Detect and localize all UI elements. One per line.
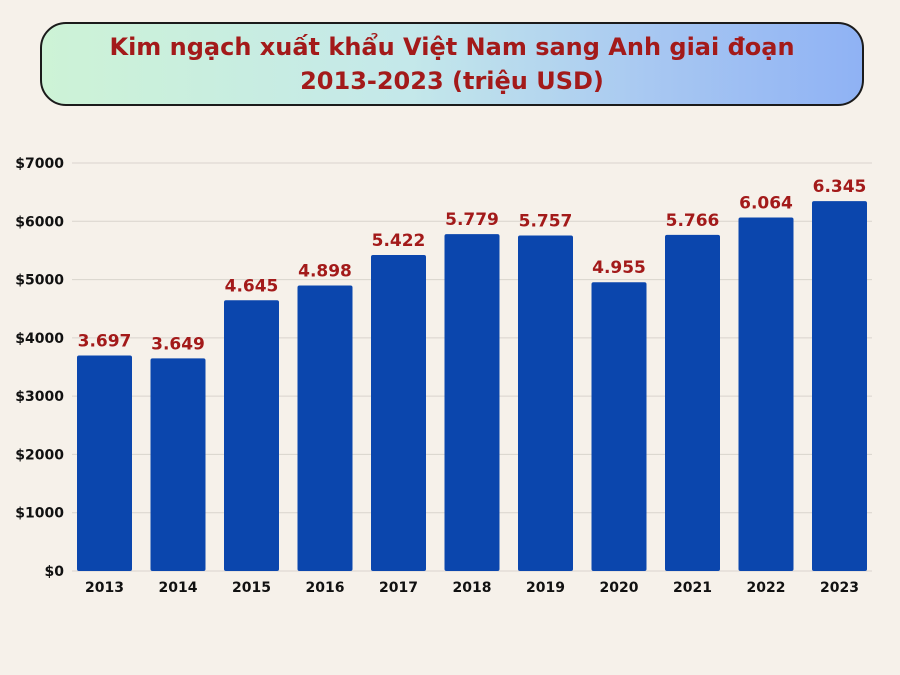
bar-2017	[371, 254, 426, 571]
value-label-2019: 5.757	[519, 211, 573, 231]
x-tick-label-2016: 2016	[306, 580, 345, 596]
bar-2014	[150, 358, 206, 571]
value-label-2022: 6.064	[739, 194, 793, 214]
y-tick-label: $5000	[15, 273, 64, 289]
y-tick-label: $4000	[15, 331, 64, 347]
x-tick-label-2014: 2014	[159, 580, 198, 596]
x-tick-label-2017: 2017	[379, 580, 418, 596]
x-tick-label-2023: 2023	[820, 580, 859, 596]
bar-2013	[77, 355, 132, 571]
bar-2022	[738, 217, 794, 572]
bar-2021	[665, 234, 720, 572]
y-tick-label: $2000	[15, 447, 64, 463]
value-labels: 3.697 3.649 4.645 4.898 5.422 5.779 5.757 4.955…	[78, 177, 867, 354]
chart-title-line-2: 2013-2023 (triệu USD)	[300, 67, 604, 95]
bar-2018	[444, 234, 500, 571]
bar-2016	[297, 285, 353, 571]
value-label-2021: 5.766	[666, 211, 720, 231]
value-label-2023: 6.345	[813, 177, 867, 197]
x-tick-label-2022: 2022	[747, 580, 786, 596]
x-tick-label-2021: 2021	[673, 580, 712, 596]
y-axis-ticks: $0 $1000 $2000 $3000 $4000 $5000 $6000 $7000	[15, 156, 64, 580]
bar-2020	[591, 282, 647, 571]
chart-title-box: Kim ngạch xuất khẩu Việt Nam sang Anh gi…	[40, 22, 864, 106]
bar-2015	[224, 300, 279, 571]
x-tick-label-2020: 2020	[600, 580, 639, 596]
x-tick-label-2018: 2018	[453, 580, 492, 596]
bar-2023	[812, 201, 867, 572]
bar-2019	[518, 235, 573, 571]
value-label-2017: 5.422	[372, 231, 426, 251]
value-label-2013: 3.697	[78, 332, 132, 352]
value-label-2014: 3.649	[151, 334, 205, 354]
y-tick-label: $0	[45, 564, 65, 580]
value-label-2018: 5.779	[445, 210, 499, 230]
x-axis-ticks: 2013 2014 2015 2016 2017 2018 2019 2020 2021 2022…	[85, 580, 859, 596]
value-label-2020: 4.955	[592, 258, 646, 278]
chart-title-line-1: Kim ngạch xuất khẩu Việt Nam sang Anh gi…	[109, 33, 795, 61]
x-tick-label-2015: 2015	[232, 580, 271, 596]
value-label-2015: 4.645	[225, 276, 279, 296]
value-label-2016: 4.898	[298, 262, 352, 282]
bars	[77, 201, 867, 572]
x-tick-label-2013: 2013	[85, 580, 124, 596]
y-tick-label: $3000	[15, 389, 64, 405]
x-tick-label-2019: 2019	[526, 580, 565, 596]
y-tick-label: $7000	[15, 156, 64, 172]
y-tick-label: $6000	[15, 214, 64, 230]
y-tick-label: $1000	[15, 506, 64, 522]
